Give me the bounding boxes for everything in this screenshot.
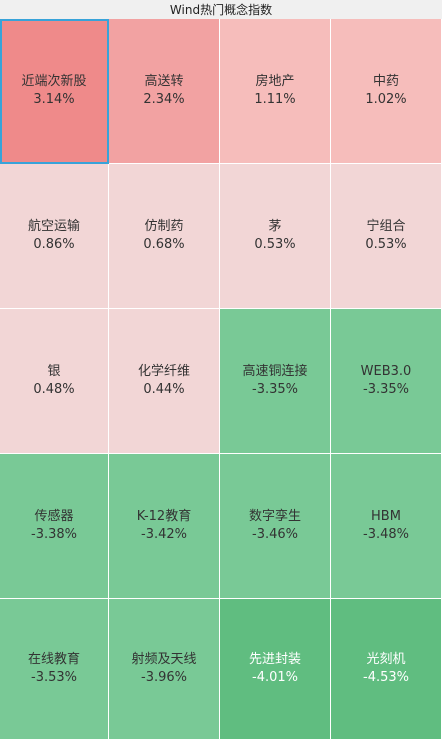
concept-change: -4.53%	[363, 670, 409, 685]
concept-tile[interactable]: 射频及天线 -3.96%	[109, 599, 220, 740]
concept-name: 仿制药	[144, 219, 184, 234]
concept-change: 0.53%	[365, 237, 407, 252]
concept-tile[interactable]: 在线教育 -3.53%	[0, 599, 109, 740]
concept-tile[interactable]: 高速铜连接 -3.35%	[220, 309, 331, 454]
concept-change: 1.11%	[254, 92, 296, 107]
concept-name: 射频及天线	[131, 652, 197, 667]
concept-change: -3.42%	[141, 527, 187, 542]
concept-change: -3.46%	[252, 527, 298, 542]
concept-name: HBM	[371, 509, 401, 524]
concept-name: 高送转	[144, 74, 184, 89]
concept-tile[interactable]: 先进封装 -4.01%	[220, 599, 331, 740]
window-title: Wind热门概念指数	[0, 0, 442, 19]
concept-change: 0.48%	[33, 382, 75, 397]
concept-tile[interactable]: 宁组合 0.53%	[331, 164, 442, 309]
concept-change: 0.53%	[254, 237, 296, 252]
concept-tile[interactable]: 仿制药 0.68%	[109, 164, 220, 309]
concept-tile[interactable]: HBM -3.48%	[331, 454, 442, 599]
concept-tile[interactable]: 茅 0.53%	[220, 164, 331, 309]
concept-name: 在线教育	[27, 652, 80, 667]
concept-tile[interactable]: K-12教育 -3.42%	[109, 454, 220, 599]
concept-tile[interactable]: 化学纤维 0.44%	[109, 309, 220, 454]
concept-change: 2.34%	[143, 92, 185, 107]
concept-name: 近端次新股	[21, 74, 87, 89]
concept-tile[interactable]: WEB3.0 -3.35%	[331, 309, 442, 454]
concept-tile[interactable]: 银 0.48%	[0, 309, 109, 454]
concept-change: 0.68%	[143, 237, 185, 252]
concept-change: -3.53%	[31, 670, 77, 685]
concept-name: 化学纤维	[137, 364, 190, 379]
concept-tile[interactable]: 传感器 -3.38%	[0, 454, 109, 599]
concept-change: 0.44%	[143, 382, 185, 397]
concept-heatmap-grid: 近端次新股 3.14% 高送转 2.34% 房地产 1.11% 中药 1.02%…	[0, 19, 442, 740]
concept-change: -3.38%	[31, 527, 77, 542]
concept-name: 中药	[372, 74, 399, 89]
concept-name: 数字孪生	[248, 509, 301, 524]
concept-name: 银	[47, 364, 61, 379]
concept-change: 1.02%	[365, 92, 407, 107]
concept-change: 3.14%	[33, 92, 75, 107]
concept-name: 先进封装	[248, 652, 301, 667]
concept-change: -3.35%	[252, 382, 298, 397]
concept-change: -3.48%	[363, 527, 409, 542]
concept-name: 传感器	[34, 509, 74, 524]
concept-name: 宁组合	[366, 219, 406, 234]
concept-name: WEB3.0	[360, 364, 412, 379]
concept-tile[interactable]: 近端次新股 3.14%	[0, 19, 109, 164]
concept-name: 光刻机	[366, 652, 406, 667]
concept-name: 航空运输	[27, 219, 80, 234]
concept-name: K-12教育	[136, 509, 192, 524]
concept-name: 房地产	[255, 74, 295, 89]
concept-tile[interactable]: 光刻机 -4.53%	[331, 599, 442, 740]
concept-change: -4.01%	[252, 670, 298, 685]
concept-name: 茅	[268, 219, 282, 234]
concept-tile[interactable]: 数字孪生 -3.46%	[220, 454, 331, 599]
concept-change: -3.96%	[141, 670, 187, 685]
concept-tile[interactable]: 中药 1.02%	[331, 19, 442, 164]
concept-tile[interactable]: 房地产 1.11%	[220, 19, 331, 164]
concept-tile[interactable]: 航空运输 0.86%	[0, 164, 109, 309]
concept-name: 高速铜连接	[242, 364, 308, 379]
concept-change: -3.35%	[363, 382, 409, 397]
concept-tile[interactable]: 高送转 2.34%	[109, 19, 220, 164]
concept-change: 0.86%	[33, 237, 75, 252]
